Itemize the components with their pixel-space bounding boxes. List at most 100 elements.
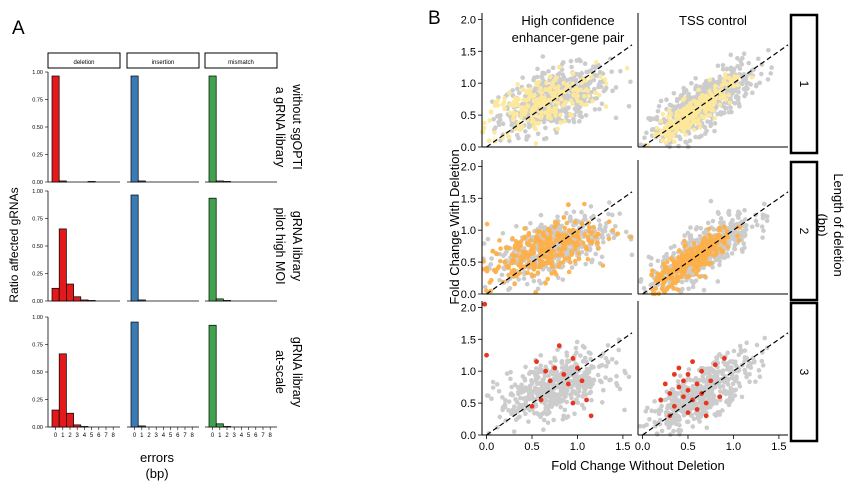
point-gray	[736, 215, 741, 220]
point-gray	[591, 77, 597, 83]
point-highlight	[579, 378, 585, 384]
x-tick-label: 8	[269, 433, 273, 439]
row-strip-2	[789, 160, 819, 302]
point-gray	[721, 359, 726, 365]
point-gray	[581, 406, 587, 411]
point-gray	[569, 64, 574, 70]
point-highlight	[600, 263, 606, 268]
point-gray	[613, 223, 618, 229]
point-gray	[666, 425, 672, 430]
point-highlight	[534, 359, 539, 365]
point-highlight	[710, 100, 716, 106]
x-tick-label: 1.5	[615, 441, 630, 453]
point-highlight	[671, 371, 677, 377]
point-gray	[526, 133, 531, 139]
point-gray	[680, 286, 685, 292]
point-gray	[720, 62, 726, 68]
point-highlight	[510, 236, 515, 241]
point-highlight	[696, 87, 701, 93]
point-gray	[648, 262, 654, 268]
point-gray	[704, 425, 710, 431]
point-gray	[622, 368, 627, 374]
point-gray	[516, 135, 521, 141]
point-highlight	[502, 259, 508, 265]
identity-line	[486, 44, 633, 148]
point-gray	[592, 107, 598, 112]
point-highlight	[484, 221, 490, 227]
point-highlight	[552, 224, 558, 230]
point-gray	[757, 374, 763, 379]
point-highlight	[531, 273, 537, 279]
point-highlight	[522, 234, 528, 240]
point-highlight	[575, 230, 580, 236]
point-gray	[528, 369, 533, 375]
point-highlight	[695, 268, 701, 273]
point-gray	[582, 355, 588, 361]
point-highlight	[575, 88, 581, 94]
point-highlight	[529, 403, 535, 409]
point-gray	[541, 427, 546, 432]
point-gray	[649, 127, 655, 132]
point-gray	[739, 229, 745, 235]
point-highlight	[484, 288, 489, 294]
point-highlight	[547, 378, 553, 384]
point-gray	[549, 404, 555, 409]
point-gray	[749, 68, 755, 73]
point-highlight	[488, 109, 494, 115]
point-highlight	[558, 120, 563, 125]
panel-b-col-title-1a: High confidence	[521, 13, 614, 28]
point-highlight	[550, 82, 555, 88]
point-highlight	[509, 260, 515, 266]
bar-deletion-1	[58, 180, 67, 183]
y-tick-label: 2.0	[461, 14, 476, 26]
point-gray	[526, 83, 531, 89]
point-gray	[662, 397, 668, 403]
point-gray	[522, 378, 528, 383]
point-highlight	[591, 224, 596, 230]
point-gray	[528, 220, 533, 226]
point-highlight	[674, 274, 679, 280]
point-highlight	[528, 87, 533, 92]
x-tick-label: 0	[54, 433, 58, 439]
point-gray	[535, 131, 541, 137]
y-tick-label: 1.0	[461, 78, 476, 90]
point-gray	[729, 395, 735, 401]
point-gray	[717, 262, 722, 268]
point-gray	[523, 385, 528, 390]
point-highlight	[550, 248, 555, 254]
point-highlight	[653, 131, 659, 137]
point-gray	[649, 408, 654, 414]
point-gray	[726, 210, 731, 216]
point-highlight	[712, 115, 718, 121]
point-gray	[603, 355, 609, 361]
point-highlight	[606, 236, 612, 242]
point-highlight	[571, 92, 576, 98]
point-gray	[491, 116, 497, 122]
point-highlight	[506, 90, 512, 96]
point-gray	[673, 393, 678, 399]
point-gray	[574, 397, 579, 402]
bar-mismatch-1	[215, 423, 224, 428]
point-gray	[552, 401, 557, 406]
panel-b-col-title-1b: enhancer-gene pair	[512, 30, 625, 45]
bar-mismatch-2	[223, 426, 231, 428]
point-gray	[716, 211, 721, 216]
point-gray	[559, 386, 564, 392]
point-gray	[732, 101, 738, 106]
point-highlight	[676, 365, 682, 371]
point-gray	[552, 355, 557, 361]
point-gray	[541, 136, 547, 142]
point-gray	[500, 395, 505, 400]
bar-insertion-0	[130, 321, 139, 428]
point-gray	[717, 79, 723, 85]
point-gray	[565, 369, 571, 375]
facet-strip-label-insertion: insertion	[152, 60, 175, 66]
point-highlight	[528, 114, 534, 120]
point-highlight	[568, 112, 573, 117]
point-gray	[550, 65, 556, 71]
point-gray	[580, 394, 586, 399]
point-gray	[669, 103, 674, 109]
bar-mismatch-0	[208, 197, 217, 302]
point-highlight	[507, 110, 513, 116]
point-gray	[565, 359, 570, 365]
